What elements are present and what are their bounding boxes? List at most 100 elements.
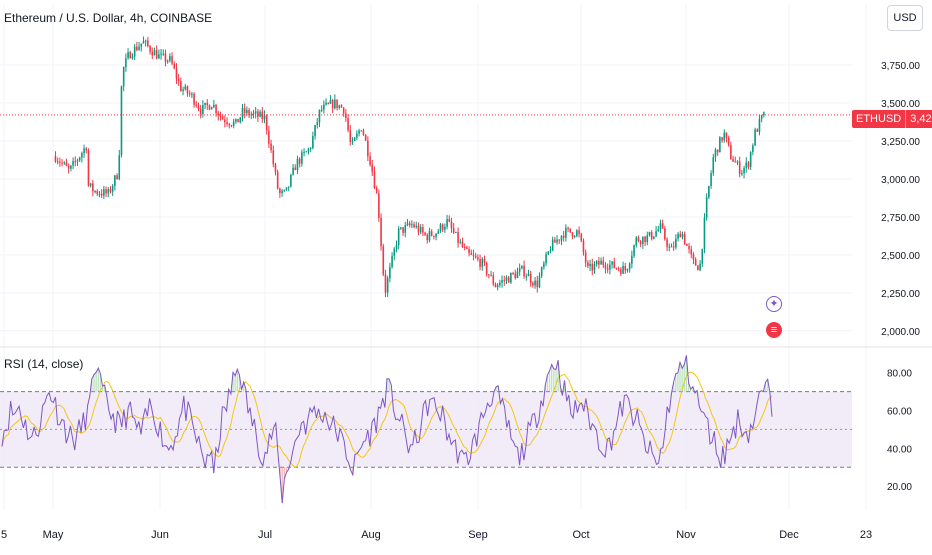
candle-up xyxy=(70,165,72,169)
candle-up xyxy=(609,264,611,270)
candle-down xyxy=(569,228,572,233)
candle-down xyxy=(615,268,618,270)
candle-up xyxy=(292,167,294,175)
candle-down xyxy=(624,266,627,271)
candle-down xyxy=(193,93,195,105)
candle-up xyxy=(232,121,235,126)
candle-up xyxy=(122,67,125,87)
sparkle-event-icon[interactable]: ✦ xyxy=(766,296,782,312)
candle-up xyxy=(103,189,105,196)
candle-down xyxy=(228,124,231,126)
candle-down xyxy=(580,233,583,241)
candle-up xyxy=(98,193,101,195)
candle-up xyxy=(138,46,140,51)
candle-down xyxy=(230,125,233,127)
price-axis-tick-label: 3,000.00 xyxy=(881,175,920,186)
candle-up xyxy=(397,228,400,246)
rsi-axis-tick-label: 60.00 xyxy=(887,406,912,417)
candle-up xyxy=(386,278,389,293)
candle-down xyxy=(606,268,609,270)
candle-down xyxy=(56,161,59,163)
candle-up xyxy=(593,264,596,271)
candle-up xyxy=(444,226,446,230)
candle-down xyxy=(441,224,444,230)
candle-up xyxy=(490,275,492,277)
candle-down xyxy=(430,231,433,236)
time-axis-tick-label: Nov xyxy=(676,529,696,541)
candle-down xyxy=(639,241,642,244)
candle-down xyxy=(448,219,451,222)
candle-up xyxy=(169,56,171,61)
candle-up xyxy=(140,43,143,47)
candle-up xyxy=(527,274,530,277)
candle-up xyxy=(111,186,114,192)
candle-down xyxy=(371,164,374,172)
candle-up xyxy=(701,248,704,264)
candle-down xyxy=(408,223,411,226)
candle-down xyxy=(54,156,57,162)
candle-down xyxy=(151,51,154,56)
flag-event-icon[interactable]: ≡ xyxy=(766,322,782,338)
candle-up xyxy=(556,239,558,243)
candle-up xyxy=(305,151,308,153)
candle-up xyxy=(338,105,341,108)
currency-button[interactable]: USD xyxy=(887,5,923,31)
candle-up xyxy=(78,157,81,161)
candle-down xyxy=(468,248,470,254)
candle-down xyxy=(175,68,178,79)
candle-up xyxy=(521,265,523,269)
candle-up xyxy=(63,162,66,164)
candle-up xyxy=(481,258,484,267)
candle-up xyxy=(646,235,649,243)
rsi-indicator-label[interactable]: RSI (14, close) xyxy=(4,357,84,371)
candle-down xyxy=(562,235,565,238)
candle-down xyxy=(479,259,481,267)
candle-up xyxy=(303,151,305,153)
candle-down xyxy=(672,246,675,248)
candle-down xyxy=(686,243,688,246)
candle-up xyxy=(703,217,706,249)
candle-down xyxy=(342,107,345,114)
candle-down xyxy=(463,246,466,248)
candle-up xyxy=(125,58,127,68)
candle-up xyxy=(534,280,536,286)
candle-down xyxy=(470,253,473,255)
candle-down xyxy=(697,265,699,271)
price-tag-value: 3,421.33 xyxy=(910,113,932,125)
candle-down xyxy=(243,108,246,114)
candle-up xyxy=(743,167,745,174)
candle-up xyxy=(626,269,629,271)
candle-down xyxy=(679,233,682,238)
candle-up xyxy=(681,234,684,238)
candle-down xyxy=(208,105,211,110)
candle-up xyxy=(323,104,325,110)
candle-down xyxy=(206,102,209,106)
candle-up xyxy=(428,231,431,241)
candle-down xyxy=(294,167,297,171)
candle-up xyxy=(358,130,360,134)
candle-down xyxy=(683,234,686,244)
candle-up xyxy=(459,241,462,243)
candle-down xyxy=(188,93,191,95)
candle-down xyxy=(382,246,385,275)
candle-up xyxy=(745,162,748,168)
candle-down xyxy=(180,80,182,92)
candle-up xyxy=(543,263,545,268)
price-axis-tick-label: 2,000.00 xyxy=(881,327,920,338)
candle-up xyxy=(655,231,657,237)
candle-down xyxy=(369,156,371,165)
candle-down xyxy=(149,45,151,52)
candle-up xyxy=(210,107,213,110)
candle-up xyxy=(184,86,187,90)
candle-down xyxy=(756,129,759,132)
candle-down xyxy=(512,273,514,275)
candle-up xyxy=(439,224,442,232)
candle-up xyxy=(435,233,437,237)
candle-up xyxy=(622,266,624,274)
candle-up xyxy=(118,155,121,180)
candle-up xyxy=(635,237,638,246)
candle-down xyxy=(224,119,226,123)
candle-up xyxy=(549,250,552,252)
